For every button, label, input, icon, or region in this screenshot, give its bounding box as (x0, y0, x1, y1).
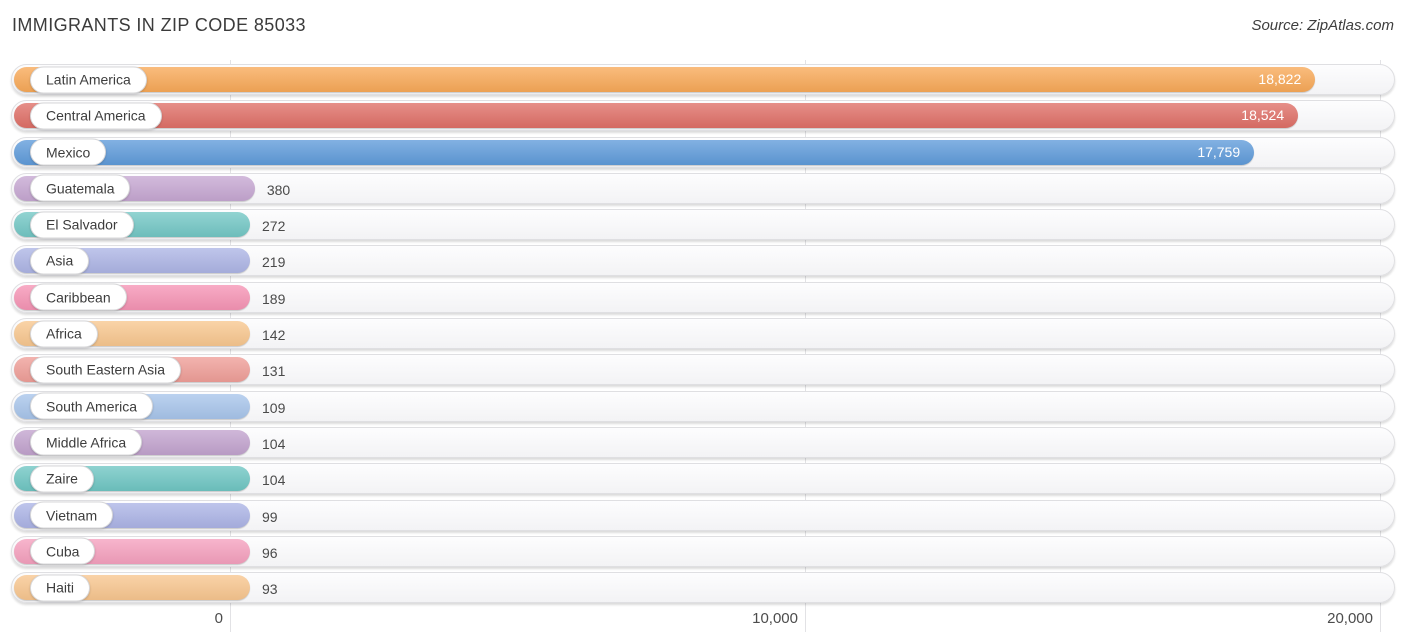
bar[interactable]: Caribbean (14, 283, 250, 311)
bar-row: Guatemala 380 (0, 171, 1406, 207)
category-label: Latin America (30, 66, 147, 93)
bar-row: Asia 219 (0, 243, 1406, 279)
bar[interactable]: South Eastern Asia (14, 356, 250, 384)
bar-track: Cuba 96 (11, 535, 1395, 567)
value-label: 142 (262, 327, 286, 344)
bar-row: Africa 142 (0, 316, 1406, 352)
bar-row: Mexico 17,759 (0, 135, 1406, 171)
bar-track: Asia 219 (11, 245, 1395, 277)
category-label: Africa (30, 320, 98, 348)
page-title: IMMIGRANTS IN ZIP CODE 85033 (12, 15, 306, 35)
category-label: El Salvador (30, 211, 134, 239)
source-attribution: Source: ZipAtlas.com (1251, 17, 1394, 34)
bar-row: Middle Africa 104 (0, 425, 1406, 461)
bar-row: El Salvador 272 (0, 207, 1406, 243)
bar-track: El Salvador 272 (11, 209, 1395, 241)
bar-track: Caribbean 189 (11, 281, 1395, 313)
bar[interactable]: El Salvador (14, 211, 250, 239)
value-label: 104 (262, 472, 286, 489)
bar-track: Middle Africa 104 (11, 426, 1395, 458)
bar[interactable]: Latin America 18,822 (14, 66, 1316, 93)
bar-track: Latin America 18,822 (11, 64, 1395, 95)
value-label: 17,759 (1197, 143, 1241, 160)
bar-row: Latin America 18,822 (0, 62, 1406, 98)
bar-row: Haiti 93 (0, 570, 1406, 606)
bar-row: Cuba 96 (0, 534, 1406, 570)
bar-row: Central America 18,524 (0, 98, 1406, 134)
bar[interactable]: Asia (14, 247, 250, 275)
value-label: 104 (262, 435, 286, 452)
category-label: Guatemala (30, 174, 131, 202)
plot-area: Latin America 18,822 Central America 18,… (0, 60, 1406, 643)
bar-track: South Eastern Asia 131 (11, 354, 1395, 386)
bar-track: Zaire 104 (11, 463, 1395, 495)
x-axis: 0 10,000 20,000 (0, 608, 1406, 634)
bar[interactable]: Mexico 17,759 (14, 138, 1255, 166)
bar-track: Africa 142 (11, 318, 1395, 350)
category-label: Vietnam (30, 501, 114, 529)
x-axis-tick-label: 0 (214, 610, 223, 627)
category-label: Mexico (30, 138, 107, 166)
bar[interactable]: Central America 18,524 (14, 102, 1299, 130)
value-label: 219 (262, 254, 286, 271)
value-label: 380 (266, 181, 291, 198)
value-label: 189 (262, 290, 286, 307)
value-label: 272 (262, 218, 286, 235)
bar-track: Haiti 93 (11, 572, 1395, 604)
category-label: Asia (30, 247, 90, 275)
x-axis-tick-label: 10,000 (752, 610, 798, 627)
category-label: Zaire (30, 465, 94, 493)
category-label: Haiti (30, 574, 91, 602)
bar-track: South America 109 (11, 390, 1395, 422)
category-label: Cuba (30, 537, 96, 565)
bar-rows: Latin America 18,822 Central America 18,… (0, 62, 1406, 606)
bar-row: South Eastern Asia 131 (0, 352, 1406, 388)
bar[interactable]: Africa (14, 320, 250, 348)
bar-row: Vietnam 99 (0, 498, 1406, 534)
category-label: Central America (30, 102, 162, 130)
bar[interactable]: Guatemala (14, 174, 255, 202)
value-label: 131 (262, 363, 286, 380)
category-label: Middle Africa (30, 428, 143, 456)
bar-row: South America 109 (0, 389, 1406, 425)
value-label: 93 (262, 581, 278, 598)
bar[interactable]: South America (14, 392, 250, 420)
bar-track: Central America 18,524 (11, 100, 1395, 132)
bar-row: Zaire 104 (0, 461, 1406, 497)
bar-track: Guatemala 380 (11, 172, 1395, 204)
category-label: South America (30, 392, 154, 420)
x-axis-tick-label: 20,000 (1327, 610, 1373, 627)
bar[interactable]: Middle Africa (14, 428, 250, 456)
value-label: 18,524 (1241, 107, 1285, 124)
category-label: South Eastern Asia (30, 356, 182, 384)
bar[interactable]: Zaire (14, 465, 250, 493)
bar-row: Caribbean 189 (0, 280, 1406, 316)
category-label: Caribbean (30, 283, 127, 311)
bar[interactable]: Haiti (14, 574, 250, 602)
value-label: 99 (262, 508, 278, 525)
bar[interactable]: Cuba (14, 537, 250, 565)
bar-track: Vietnam 99 (11, 499, 1395, 531)
value-label: 18,822 (1258, 71, 1302, 87)
value-label: 109 (262, 399, 286, 416)
bar[interactable]: Vietnam (14, 501, 250, 529)
bar-track: Mexico 17,759 (11, 136, 1395, 168)
value-label: 96 (262, 544, 278, 561)
